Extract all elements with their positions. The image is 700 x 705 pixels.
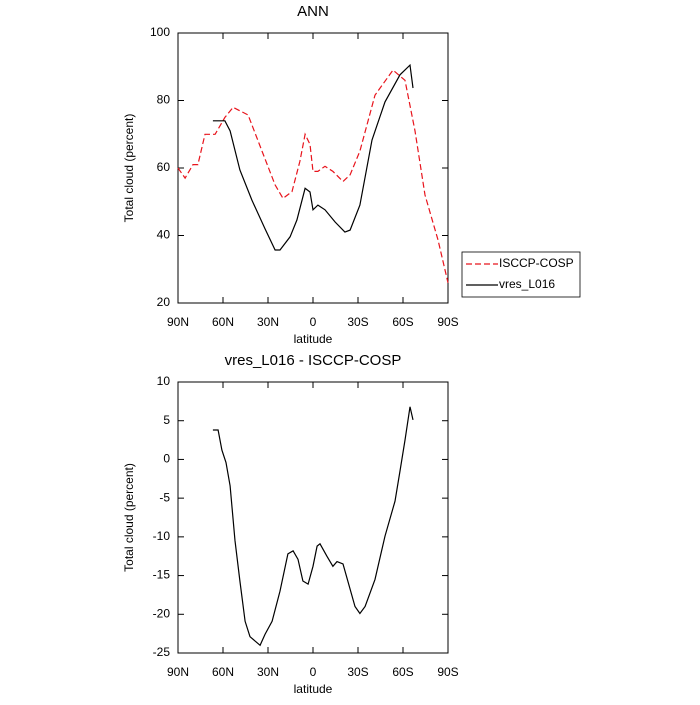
y-tick-label: -5 (159, 490, 170, 504)
data-line (177, 69, 449, 283)
x-tick-label: 90N (167, 315, 189, 329)
x-tick-label: 90N (167, 665, 189, 679)
x-tick-label: 60N (212, 315, 234, 329)
legend-label: vres_L016 (499, 277, 555, 291)
x-tick-label: 90S (437, 315, 458, 329)
x-tick-label: 60N (212, 665, 234, 679)
y-tick-label: 60 (157, 160, 171, 174)
y-tick-label: 5 (163, 413, 170, 427)
y-tick-label: -20 (153, 606, 171, 620)
x-tick-label: 30S (347, 315, 368, 329)
x-tick-label: 0 (310, 315, 317, 329)
x-tick-label: 30S (347, 665, 368, 679)
x-tick-label: 0 (310, 665, 317, 679)
legend-label: ISCCP-COSP (499, 256, 574, 270)
y-tick-label: -10 (153, 529, 171, 543)
chart-title: vres_L016 - ISCCP-COSP (225, 352, 402, 369)
y-tick-label: -25 (153, 645, 171, 659)
x-axis-label: latitude (294, 332, 333, 346)
y-tick-label: -15 (153, 568, 171, 582)
x-axis-label: latitude (294, 682, 333, 696)
x-tick-label: 30N (257, 315, 279, 329)
x-tick-label: 60S (392, 665, 413, 679)
data-line (212, 406, 414, 647)
x-tick-label: 30N (257, 665, 279, 679)
x-tick-label: 90S (437, 665, 458, 679)
y-tick-label: 20 (157, 295, 171, 309)
y-tick-label: 100 (150, 25, 170, 39)
legend-box (461, 251, 581, 298)
y-axis-label: Total cloud (percent) (122, 463, 136, 572)
x-tick-label: 60S (392, 315, 413, 329)
y-tick-label: 10 (157, 374, 171, 388)
y-tick-label: 80 (157, 93, 171, 107)
data-line (212, 63, 414, 251)
plot-frame (177, 381, 449, 654)
chart-title: ANN (297, 3, 329, 20)
y-tick-label: 0 (163, 452, 170, 466)
y-axis-label: Total cloud (percent) (122, 114, 136, 223)
y-tick-label: 40 (157, 228, 171, 242)
